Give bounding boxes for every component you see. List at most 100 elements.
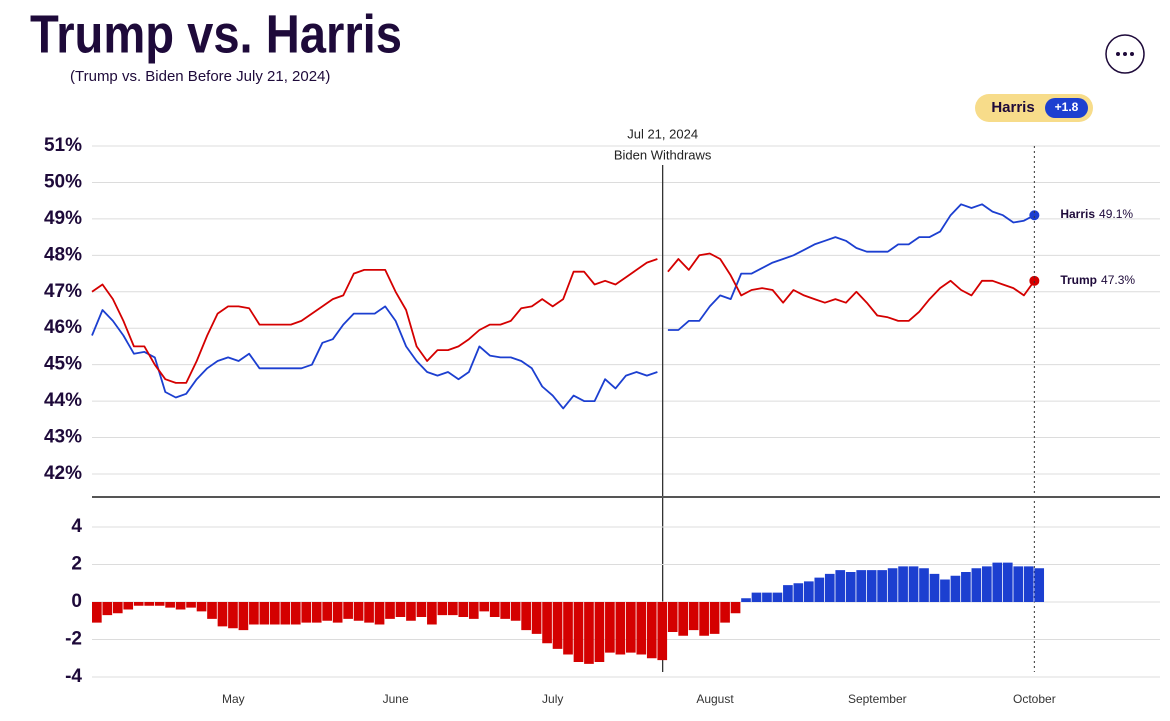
y-tick-label: 0 <box>71 591 82 612</box>
spread-bar <box>406 602 416 621</box>
spread-bar <box>940 579 950 602</box>
y-tick-label: -2 <box>65 629 82 650</box>
title: Trump vs. Harris <box>30 4 402 64</box>
spread-bar <box>783 585 793 602</box>
spread-bar <box>605 602 615 653</box>
spread-bar <box>468 602 479 619</box>
spread-bar <box>720 602 730 623</box>
spread-bar <box>427 602 437 625</box>
spread-bar <box>898 566 908 602</box>
x-tick-label: June <box>383 692 409 706</box>
spread-bar <box>228 602 238 629</box>
end-label-name: Trump <box>1060 273 1097 287</box>
spread-bar <box>102 602 113 616</box>
badge-margin: +1.8 <box>1055 100 1079 114</box>
dot <box>1123 52 1127 56</box>
spread-bar <box>154 602 165 606</box>
spread-bar <box>678 602 689 636</box>
spread-bar <box>971 568 982 602</box>
spread-bar <box>626 602 636 653</box>
spread-bar <box>709 602 720 634</box>
spread-bar <box>730 602 741 614</box>
spread-bar <box>165 602 175 608</box>
y-tick-label: 4 <box>71 516 82 537</box>
end-label: Trump 47.3% <box>1060 273 1135 287</box>
spread-bar <box>322 602 333 621</box>
spread-bar <box>824 573 835 602</box>
end-dot <box>1029 210 1040 221</box>
spread-bar <box>458 602 469 617</box>
spread-bar <box>751 592 762 602</box>
spread-bar <box>510 602 521 621</box>
y-tick-label: 44% <box>44 390 82 411</box>
spread-bar <box>688 602 699 631</box>
x-tick-label: September <box>848 692 907 706</box>
x-tick-label: July <box>542 692 563 706</box>
end-label-value: 49.1% <box>1099 207 1133 221</box>
more-button[interactable] <box>1105 34 1145 74</box>
spread-bar <box>961 572 971 602</box>
spread-bar <box>887 568 898 602</box>
subtitle: (Trump vs. Biden Before July 21, 2024) <box>70 68 330 85</box>
spread-bar <box>217 602 228 627</box>
spread-bar <box>856 570 867 602</box>
spread-bar <box>416 602 427 617</box>
spread-bar <box>762 592 772 602</box>
spread-bar <box>364 602 374 623</box>
y-tick-label: -4 <box>65 666 82 687</box>
spread-bar <box>573 602 584 662</box>
event-label: Jul 21, 2024 <box>627 126 698 141</box>
badge-pill <box>1045 98 1088 118</box>
spread-bar <box>594 602 605 662</box>
spread-bar <box>804 581 814 602</box>
spread-bar <box>332 602 343 623</box>
spread-bar <box>542 602 552 644</box>
series-line <box>91 203 1035 410</box>
spread-bar <box>186 602 196 608</box>
spread-bar <box>238 602 249 631</box>
y-tick-label: 2 <box>71 554 82 575</box>
spread-bar <box>866 570 877 602</box>
spread-bar <box>814 577 825 602</box>
spread-bar <box>374 602 385 625</box>
spread-bar <box>479 602 490 612</box>
spread-bar <box>908 566 919 602</box>
spread-bar <box>877 570 887 602</box>
x-tick-label: August <box>696 692 734 706</box>
series-line <box>91 252 1036 384</box>
dot <box>1130 52 1134 56</box>
spread-bar <box>521 602 531 631</box>
badge-leader: Harris <box>991 99 1034 116</box>
spread-bar <box>175 602 186 610</box>
spread-bar <box>437 602 448 616</box>
spread-bar <box>646 602 657 659</box>
y-tick-label: 49% <box>44 208 82 229</box>
spread-bar <box>919 568 929 602</box>
spread-bar <box>772 592 783 602</box>
y-tick-label: 45% <box>44 354 82 375</box>
spread-bar <box>259 602 270 625</box>
end-label-value: 47.3% <box>1101 273 1135 287</box>
spread-bar <box>280 602 291 625</box>
x-tick-label: October <box>1013 692 1056 706</box>
spread-bar <box>489 602 500 617</box>
x-tick-label: May <box>222 692 245 706</box>
y-tick-label: 42% <box>44 463 82 484</box>
spread-bar <box>982 566 992 602</box>
spread-bar <box>249 602 259 625</box>
spread-bar <box>448 602 458 616</box>
spread-bar <box>992 562 1003 602</box>
spread-bar <box>636 602 647 655</box>
spread-bar <box>395 602 406 617</box>
spread-bar <box>290 602 301 625</box>
spread-bar <box>385 602 395 619</box>
spread-bar <box>1023 566 1034 602</box>
y-tick-label: 47% <box>44 281 82 302</box>
spread-bar <box>1013 566 1024 602</box>
spread-bar <box>311 602 322 623</box>
y-tick-label: 43% <box>44 427 82 448</box>
spread-bar <box>845 572 856 602</box>
spread-bar <box>929 573 940 602</box>
spread-bar <box>207 602 217 619</box>
